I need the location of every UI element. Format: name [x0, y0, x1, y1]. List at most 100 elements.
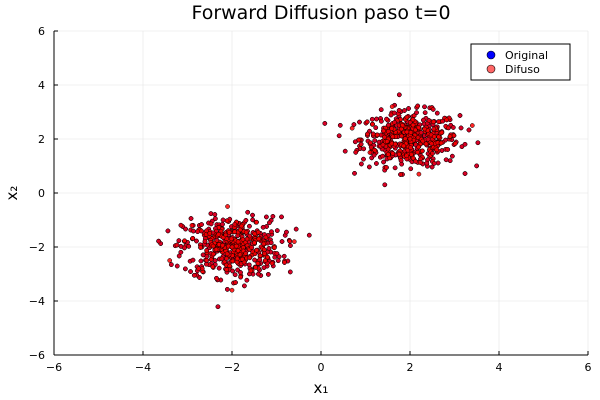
point-difuso	[234, 243, 239, 249]
point-difuso	[431, 161, 437, 166]
point-difuso	[382, 182, 388, 188]
legend-label: Difuso	[505, 63, 540, 76]
point-difuso	[250, 212, 255, 218]
point-difuso	[372, 147, 378, 153]
point-difuso	[293, 226, 299, 232]
point-difuso	[407, 136, 413, 142]
point-difuso	[269, 229, 274, 235]
point-difuso	[156, 238, 161, 244]
point-difuso	[182, 238, 187, 244]
point-difuso	[413, 159, 418, 164]
point-difuso	[216, 265, 222, 271]
point-difuso	[212, 212, 218, 217]
point-difuso	[374, 116, 379, 122]
point-difuso	[244, 236, 250, 242]
point-difuso	[385, 129, 391, 134]
point-difuso	[388, 112, 394, 118]
y-tick-label: 4	[38, 79, 45, 92]
point-difuso	[415, 135, 421, 140]
point-difuso	[178, 222, 184, 228]
point-difuso	[392, 165, 398, 171]
point-difuso	[190, 257, 196, 263]
point-difuso	[194, 238, 199, 244]
point-difuso	[430, 151, 435, 156]
point-difuso	[255, 260, 261, 266]
point-difuso	[378, 118, 384, 124]
point-difuso	[406, 106, 411, 111]
point-difuso	[416, 144, 421, 150]
point-difuso	[186, 244, 192, 249]
point-difuso	[396, 108, 402, 113]
point-difuso	[371, 152, 377, 158]
point-difuso	[247, 223, 252, 229]
point-difuso	[247, 255, 253, 261]
point-difuso	[404, 114, 410, 120]
point-difuso	[237, 227, 243, 233]
point-difuso	[279, 214, 284, 220]
point-difuso	[365, 131, 370, 137]
point-difuso	[306, 232, 312, 238]
point-difuso	[191, 228, 196, 234]
point-difuso	[429, 164, 435, 170]
point-difuso	[191, 272, 197, 278]
legend-label: Original	[505, 49, 548, 62]
point-difuso	[374, 132, 380, 138]
point-difuso	[469, 123, 475, 128]
point-difuso	[168, 262, 174, 267]
point-difuso	[444, 117, 450, 123]
point-difuso	[253, 265, 259, 270]
x-tick-label: 4	[496, 361, 503, 374]
point-difuso	[424, 160, 430, 166]
point-difuso	[250, 217, 255, 223]
point-difuso	[352, 139, 358, 145]
point-difuso	[269, 260, 275, 266]
point-difuso	[208, 211, 214, 216]
point-difuso	[182, 245, 187, 251]
point-difuso	[243, 229, 249, 235]
point-difuso	[410, 155, 416, 161]
point-difuso	[242, 283, 247, 289]
point-difuso	[212, 258, 218, 263]
point-difuso	[190, 235, 196, 241]
point-difuso	[272, 254, 278, 260]
point-difuso	[402, 136, 408, 142]
point-difuso	[434, 110, 440, 116]
point-difuso	[384, 165, 389, 170]
point-difuso	[254, 219, 259, 225]
point-difuso	[210, 251, 216, 257]
point-difuso	[275, 258, 281, 264]
point-difuso	[466, 127, 472, 133]
point-difuso	[358, 141, 364, 147]
point-difuso	[226, 229, 232, 235]
point-difuso	[196, 266, 202, 271]
point-difuso	[398, 172, 403, 177]
point-difuso	[281, 253, 287, 259]
point-difuso	[276, 254, 282, 260]
point-difuso	[392, 141, 398, 147]
point-difuso	[447, 133, 453, 139]
point-difuso	[220, 217, 226, 223]
point-difuso	[183, 266, 188, 272]
data-points	[156, 92, 481, 310]
point-difuso	[265, 272, 271, 277]
point-difuso	[361, 156, 366, 162]
point-difuso	[287, 238, 293, 244]
point-difuso	[282, 260, 287, 265]
point-difuso	[220, 235, 226, 240]
point-difuso	[279, 239, 285, 244]
point-difuso	[176, 238, 182, 243]
point-difuso	[270, 214, 276, 219]
point-difuso	[165, 228, 171, 234]
point-difuso	[390, 134, 396, 140]
point-difuso	[462, 141, 468, 147]
point-difuso	[287, 269, 293, 275]
point-difuso	[415, 149, 420, 155]
tick-labels: −6 −4 −2 0 2 4 6 −6 −4 −2 0 2 4 6	[29, 25, 592, 374]
point-difuso	[265, 254, 270, 260]
point-difuso	[414, 110, 419, 115]
point-difuso	[224, 267, 230, 273]
point-difuso	[369, 116, 375, 122]
point-difuso	[198, 245, 203, 250]
point-difuso	[410, 122, 416, 128]
point-difuso	[274, 228, 280, 233]
